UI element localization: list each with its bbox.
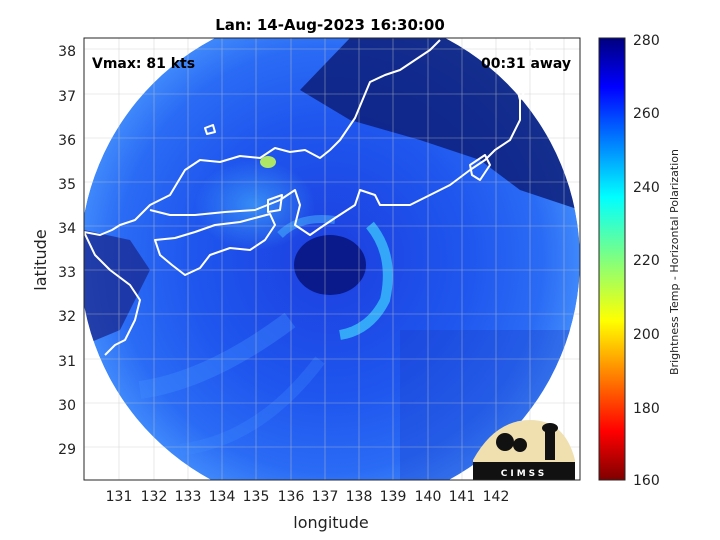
y-tick-label: 38 [58,44,76,60]
x-axis-label: longitude [293,513,368,532]
x-tick-label: 136 [278,489,305,505]
warm-spot [260,156,276,168]
x-tick-label: 142 [483,489,510,505]
colorbar-tick-label: 160 [633,473,660,489]
time-away-annotation: 00:31 away [481,56,571,72]
x-tick-label: 135 [243,489,270,505]
dark-region-w [84,230,150,345]
logo-dish-2 [513,438,527,452]
y-tick-label: 37 [58,89,76,105]
coastlines [84,38,536,356]
x-tick-label: 141 [449,489,476,505]
colorbar-tick-label: 200 [633,327,660,343]
eyewall-band-east [338,221,393,340]
chart-title: Lan: 14-Aug-2023 16:30:00 [215,16,445,34]
colorbar-tick-label: 280 [633,33,660,49]
y-tick-label: 30 [58,398,76,414]
coast-shikoku [154,213,276,276]
colorbar-label: Brightness Temp - Horizontal Polarizatio… [668,149,681,375]
coast-honshu-south [149,79,521,236]
logo-tower-top [542,423,558,433]
outer-band-nw [195,160,315,250]
grid [84,38,580,480]
plot-frame [83,37,581,481]
y-tick-label: 35 [58,177,76,193]
coast-awaji [267,194,283,213]
spiral-band-south [138,312,296,399]
x-tick-label: 133 [175,489,202,505]
colorbar-ticks: 160 180 200 220 240 260 280 [633,33,660,489]
x-tick-label: 132 [141,489,168,505]
logo-dish-1 [496,433,514,451]
coast-kyushu [84,231,141,356]
y-tick-label: 33 [58,265,76,281]
coast-honshu-east [519,38,536,101]
spiral-band-outer [179,356,325,456]
logo-banner [473,462,575,480]
colorbar-tick-label: 260 [633,106,660,122]
y-tick-label: 32 [58,309,76,325]
y-tick-label: 36 [58,133,76,149]
y-tick-label: 34 [58,221,76,237]
x-tick-labels: 131 132 133 134 135 136 137 138 139 140 … [106,489,510,505]
y-axis-label: latitude [31,229,50,290]
y-tick-label: 31 [58,354,76,370]
x-tick-label: 137 [312,489,339,505]
coast-honshu-north [84,39,441,236]
storm-eye [294,235,366,295]
coast-oki [204,124,216,135]
eyewall-band-north [277,215,336,238]
x-tick-label: 131 [106,489,133,505]
colorbar-tick-label: 220 [633,253,660,269]
coast-boso [469,154,491,181]
colorbar-tick-label: 180 [633,401,660,417]
logo-text: CIMSS [501,469,547,479]
plot-area: CIMSS [84,38,580,480]
colorbar-tick-label: 240 [633,180,660,196]
y-tick-label: 29 [58,442,76,458]
vmax-annotation: Vmax: 81 kts [92,56,195,72]
y-tick-labels: 29 30 31 32 33 34 35 36 37 38 [58,44,76,458]
x-tick-label: 134 [209,489,236,505]
logo: CIMSS [473,420,575,480]
x-tick-label: 138 [346,489,373,505]
x-tick-label: 140 [415,489,442,505]
logo-tower [545,430,555,460]
x-tick-label: 139 [380,489,407,505]
colorbar [598,37,626,481]
